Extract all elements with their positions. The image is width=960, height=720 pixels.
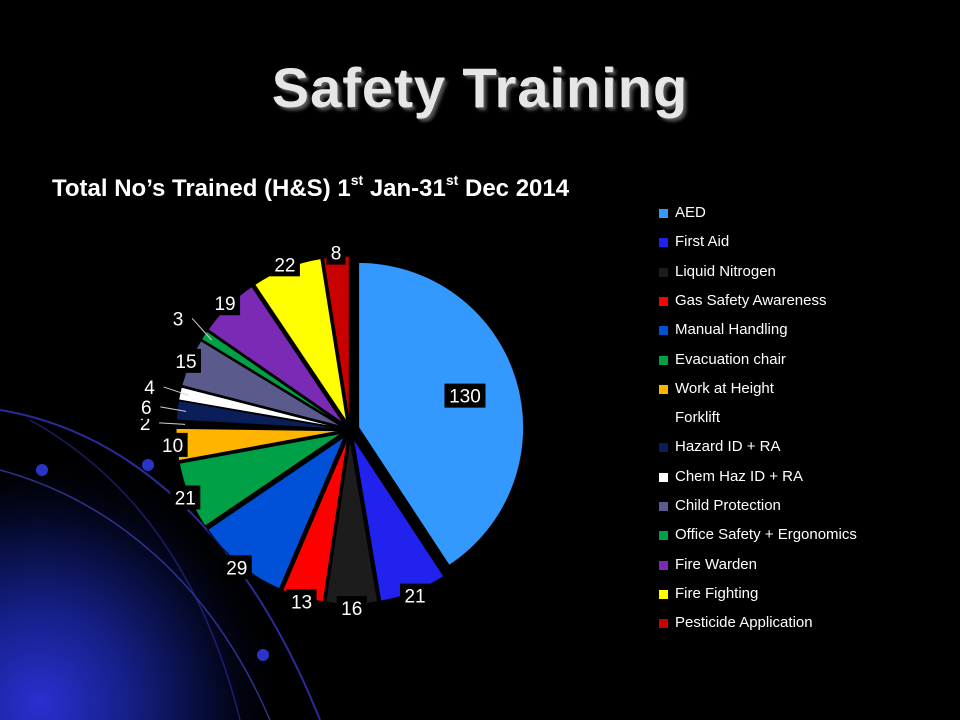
legend-swatch [659, 267, 668, 277]
legend-swatch [659, 531, 668, 541]
legend-item-office-safety-ergonomics: Office Safety + Ergonomics [659, 526, 919, 546]
data-label-first-aid: 21 [404, 587, 425, 608]
data-label-box-hazard-id-ra [136, 394, 156, 419]
legend-item-liquid-nitrogen: Liquid Nitrogen [659, 263, 919, 283]
data-label-aed: 130 [449, 387, 481, 408]
pie-slice-hazard-id-ra [175, 400, 342, 430]
legend-swatch [659, 355, 668, 365]
legend-item-gas-safety-awareness: Gas Safety Awareness [659, 292, 919, 312]
legend-label: Fire Warden [675, 555, 757, 573]
legend-label: Gas Safety Awareness [675, 291, 827, 309]
data-label-evacuation-chair: 21 [175, 489, 196, 510]
legend-swatch [659, 296, 668, 306]
legend-swatch [659, 209, 668, 218]
chart-title: Total No’s Trained (H&S) 1st Jan-31st De… [52, 172, 570, 202]
data-label-box-chem-haz-id-ra [140, 374, 160, 399]
legend-label: Forklift [675, 409, 720, 427]
data-label-box-liquid-nitrogen [336, 595, 367, 620]
legend-label: AED [675, 204, 706, 221]
legend-label: Chem Haz ID + RA [675, 467, 803, 485]
legend-label: Office Safety + Ergonomics [675, 526, 857, 544]
legend-item-work-at-height: Work at Height [659, 380, 919, 400]
data-label-box-gas-safety-awareness [286, 589, 317, 614]
data-label-liquid-nitrogen: 16 [341, 599, 362, 620]
data-label-box-manual-handling [221, 555, 252, 580]
legend-item-forklift: Forklift [659, 409, 919, 429]
pie-slice-aed [358, 261, 525, 567]
pie-slice-chem-haz-id-ra [178, 386, 342, 429]
legend-label: Work at Height [675, 379, 774, 397]
decor-dot [257, 649, 269, 661]
legend-label: First Aid [675, 233, 730, 251]
legend-swatch [659, 326, 668, 336]
legend-swatch [659, 443, 668, 453]
legend-label: Fire Fighting [675, 584, 759, 602]
legend-item-manual-handling: Manual Handling [659, 321, 919, 341]
legend-item-fire-fighting: Fire Fighting [659, 585, 919, 605]
legend-swatch [659, 560, 668, 570]
leader-line-office-safety-ergonomics [191, 317, 213, 341]
data-label-box-child-protection [170, 348, 201, 373]
data-label-pesticide-application: 8 [331, 244, 342, 265]
data-label-work-at-height: 10 [162, 436, 183, 457]
legend-item-fire-warden: Fire Warden [659, 556, 919, 576]
data-label-fire-fighting: 22 [274, 255, 295, 276]
legend-swatch [659, 472, 668, 482]
legend-item-hazard-id-ra: Hazard ID + RA [659, 438, 919, 458]
decor-dot [36, 464, 48, 476]
legend-swatch [659, 502, 668, 511]
data-label-chem-haz-id-ra: 4 [144, 378, 155, 399]
data-label-box-fire-fighting [269, 252, 300, 277]
leader-line-forklift [159, 422, 186, 425]
legend-label: Evacuation chair [675, 350, 786, 368]
data-label-box-work-at-height [157, 432, 188, 457]
legend-label: Child Protection [675, 497, 781, 514]
legend-item-child-protection: Child Protection [659, 497, 919, 517]
legend-item-first-aid: First Aid [659, 233, 919, 253]
data-label-fire-warden: 19 [214, 294, 235, 315]
data-label-box-first-aid [400, 583, 431, 608]
data-label-manual-handling: 29 [226, 558, 247, 579]
data-label-box-pesticide-application [326, 240, 346, 265]
leader-line-hazard-id-ra [160, 406, 187, 412]
data-label-box-evacuation-chair [170, 485, 201, 510]
legend-swatch [659, 414, 668, 424]
leader-line-chem-haz-id-ra [163, 386, 189, 396]
legend-item-pesticide-application: Pesticide Application [659, 614, 919, 634]
legend-item-evacuation-chair: Evacuation chair [659, 351, 919, 371]
data-label-forklift: 2 [140, 414, 151, 435]
data-label-box-fire-warden [210, 291, 241, 316]
decor-dot [142, 459, 154, 471]
legend-label: Pesticide Application [675, 614, 813, 632]
legend-swatch [659, 238, 668, 248]
legend-swatch [659, 384, 668, 394]
legend-swatch [659, 589, 668, 599]
pie-slice-office-safety-ergonomics [200, 330, 343, 426]
data-label-box-office-safety-ergonomics [168, 306, 188, 331]
legend-label: Liquid Nitrogen [675, 262, 776, 280]
data-label-office-safety-ergonomics: 3 [173, 309, 184, 330]
legend-label: Manual Handling [675, 321, 788, 339]
legend-swatch [659, 619, 668, 629]
data-label-gas-safety-awareness: 13 [291, 592, 312, 613]
legend-label: Hazard ID + RA [675, 438, 781, 456]
data-label-child-protection: 15 [175, 352, 196, 373]
legend-item-aed: AED [659, 204, 919, 224]
data-label-hazard-id-ra: 6 [141, 398, 152, 419]
data-label-box-aed [444, 383, 486, 408]
legend-item-chem-haz-id-ra: Chem Haz ID + RA [659, 468, 919, 488]
slide-title: Safety Training [271, 56, 689, 119]
